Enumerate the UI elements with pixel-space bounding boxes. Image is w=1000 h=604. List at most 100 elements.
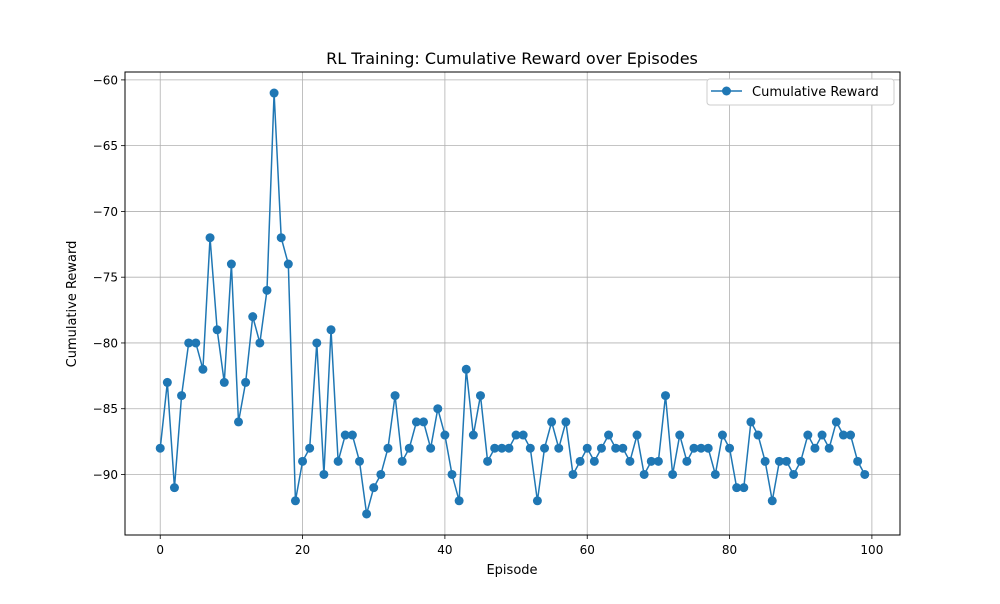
data-point bbox=[518, 430, 528, 440]
y-tick-label: −85 bbox=[93, 402, 118, 416]
data-point bbox=[853, 456, 863, 466]
data-point bbox=[468, 430, 478, 440]
data-point bbox=[611, 443, 621, 453]
x-tick-label: 0 bbox=[156, 543, 164, 557]
data-point bbox=[554, 443, 564, 453]
data-point bbox=[433, 404, 443, 414]
data-point bbox=[347, 430, 357, 440]
data-point bbox=[781, 456, 791, 466]
data-point bbox=[753, 430, 763, 440]
data-point bbox=[774, 456, 784, 466]
data-point bbox=[184, 338, 194, 348]
data-point bbox=[475, 391, 485, 401]
data-point bbox=[632, 430, 642, 440]
y-tick-label: −70 bbox=[93, 205, 118, 219]
chart-title: RL Training: Cumulative Reward over Epis… bbox=[326, 49, 698, 68]
data-point bbox=[169, 483, 179, 493]
data-point bbox=[639, 469, 649, 479]
data-point bbox=[547, 417, 557, 427]
data-point bbox=[290, 496, 300, 506]
data-point bbox=[703, 443, 713, 453]
data-point bbox=[454, 496, 464, 506]
data-point bbox=[419, 417, 429, 427]
data-point bbox=[746, 417, 756, 427]
data-point bbox=[369, 483, 379, 493]
data-point bbox=[532, 496, 542, 506]
x-tick-label: 40 bbox=[437, 543, 452, 557]
plot-frame bbox=[124, 71, 901, 536]
data-point bbox=[312, 338, 322, 348]
data-point bbox=[490, 443, 500, 453]
data-point bbox=[525, 443, 535, 453]
y-tick-label: −65 bbox=[93, 139, 118, 153]
data-point bbox=[404, 443, 414, 453]
data-point bbox=[860, 469, 870, 479]
y-tick-label: −80 bbox=[93, 336, 118, 350]
data-point bbox=[696, 443, 706, 453]
data-point bbox=[411, 417, 421, 427]
data-point bbox=[483, 456, 493, 466]
data-point bbox=[447, 469, 457, 479]
data-point bbox=[582, 443, 592, 453]
data-point bbox=[298, 456, 308, 466]
data-point bbox=[326, 325, 336, 335]
x-tick-label: 80 bbox=[722, 543, 737, 557]
data-point bbox=[383, 443, 393, 453]
data-point bbox=[504, 443, 514, 453]
data-point bbox=[269, 88, 279, 98]
data-point bbox=[205, 233, 215, 243]
y-axis-label: Cumulative Reward bbox=[65, 241, 80, 368]
legend-box bbox=[706, 78, 895, 106]
x-axis-label: Episode bbox=[486, 563, 537, 578]
data-point bbox=[568, 469, 578, 479]
data-point bbox=[234, 417, 244, 427]
data-point bbox=[589, 456, 599, 466]
data-point bbox=[732, 483, 742, 493]
data-point bbox=[319, 469, 329, 479]
data-point bbox=[710, 469, 720, 479]
data-point bbox=[461, 364, 471, 374]
data-point bbox=[397, 456, 407, 466]
data-point bbox=[810, 443, 820, 453]
series-layer bbox=[155, 88, 870, 519]
data-point bbox=[661, 391, 671, 401]
data-point bbox=[760, 456, 770, 466]
data-point bbox=[305, 443, 315, 453]
data-point bbox=[376, 469, 386, 479]
data-point bbox=[653, 456, 663, 466]
data-point bbox=[618, 443, 628, 453]
grid bbox=[125, 72, 900, 535]
data-point bbox=[668, 469, 678, 479]
legend: Cumulative Reward bbox=[706, 78, 895, 106]
data-point bbox=[283, 259, 293, 269]
data-point bbox=[689, 443, 699, 453]
data-point bbox=[362, 509, 372, 519]
data-point bbox=[675, 430, 685, 440]
data-point bbox=[767, 496, 777, 506]
ticks: 0 20 40 60 80 100 −90 −85 −80 −75 −70 −65 −60 bbox=[93, 73, 884, 557]
x-tick-label: 100 bbox=[860, 543, 883, 557]
x-tick-label: 20 bbox=[295, 543, 310, 557]
data-point bbox=[390, 391, 400, 401]
data-point bbox=[682, 456, 692, 466]
data-point bbox=[646, 456, 656, 466]
data-point bbox=[596, 443, 606, 453]
data-point bbox=[212, 325, 222, 335]
data-point bbox=[497, 443, 507, 453]
data-point bbox=[440, 430, 450, 440]
series-line bbox=[159, 92, 866, 515]
data-point bbox=[846, 430, 856, 440]
data-point bbox=[177, 391, 187, 401]
data-point bbox=[789, 469, 799, 479]
data-point bbox=[540, 443, 550, 453]
data-point bbox=[725, 443, 735, 453]
legend-marker-swatch bbox=[722, 86, 731, 96]
legend-label: Cumulative Reward bbox=[752, 85, 879, 100]
data-point bbox=[162, 377, 172, 387]
data-point bbox=[561, 417, 571, 427]
y-tick-label: −75 bbox=[93, 271, 118, 285]
data-point bbox=[241, 377, 251, 387]
data-point bbox=[831, 417, 841, 427]
